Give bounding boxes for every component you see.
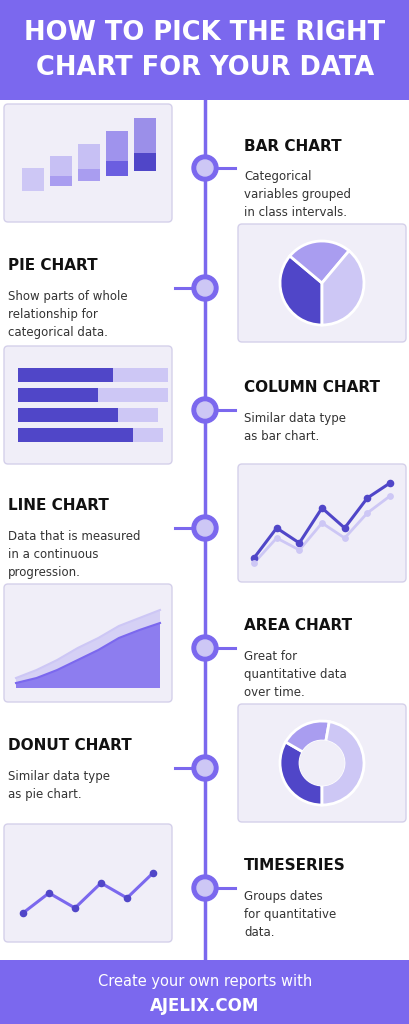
Text: Similar data type
as bar chart.: Similar data type as bar chart. (243, 412, 345, 443)
Bar (50, 156, 72, 176)
Point (363, 489, 370, 506)
Point (295, 542, 302, 558)
FancyBboxPatch shape (237, 705, 405, 822)
Circle shape (191, 635, 218, 662)
Bar (118, 408, 157, 422)
Bar (18, 368, 113, 382)
Circle shape (196, 760, 213, 776)
Point (97, 874, 104, 891)
Wedge shape (289, 241, 348, 283)
FancyBboxPatch shape (237, 464, 405, 582)
Text: Data that is measured
in a continuous
progression.: Data that is measured in a continuous pr… (8, 530, 140, 579)
Point (46, 885, 52, 901)
Text: BAR CHART: BAR CHART (243, 138, 341, 154)
Text: Similar data type
as pie chart.: Similar data type as pie chart. (8, 770, 110, 801)
Circle shape (299, 741, 343, 785)
Circle shape (191, 275, 218, 301)
Bar (18, 428, 133, 442)
FancyBboxPatch shape (4, 584, 172, 702)
Text: LINE CHART: LINE CHART (8, 499, 109, 513)
Circle shape (196, 280, 213, 296)
Wedge shape (279, 742, 321, 805)
Point (124, 890, 130, 906)
FancyBboxPatch shape (4, 104, 172, 222)
Text: Groups dates
for quantitative
data.: Groups dates for quantitative data. (243, 890, 335, 939)
Point (318, 515, 324, 531)
Text: CHART FOR YOUR DATA: CHART FOR YOUR DATA (36, 55, 373, 81)
Point (250, 550, 257, 566)
Text: DONUT CHART: DONUT CHART (8, 738, 131, 754)
Bar (134, 118, 155, 154)
Circle shape (196, 640, 213, 656)
Bar (78, 144, 100, 169)
Point (273, 520, 279, 537)
Bar (22, 168, 44, 183)
Bar (50, 156, 72, 186)
Point (20, 905, 26, 922)
Point (72, 900, 78, 916)
Circle shape (196, 402, 213, 418)
Point (386, 475, 392, 492)
Text: Create your own reports with: Create your own reports with (98, 975, 311, 989)
Text: AJELIX.COM: AJELIX.COM (150, 997, 259, 1015)
Circle shape (196, 160, 213, 176)
Wedge shape (321, 251, 363, 325)
Bar (133, 428, 163, 442)
Circle shape (191, 515, 218, 541)
Bar (98, 388, 168, 402)
Bar (106, 131, 128, 161)
Point (363, 505, 370, 521)
FancyBboxPatch shape (237, 224, 405, 342)
Point (386, 487, 392, 504)
Bar (78, 144, 100, 181)
Text: Great for
quantitative data
over time.: Great for quantitative data over time. (243, 650, 346, 699)
Circle shape (191, 874, 218, 901)
Point (295, 535, 302, 551)
Wedge shape (285, 721, 328, 752)
Text: AREA CHART: AREA CHART (243, 618, 351, 634)
FancyBboxPatch shape (4, 824, 172, 942)
Circle shape (196, 520, 213, 536)
Text: COLUMN CHART: COLUMN CHART (243, 381, 379, 395)
Point (318, 500, 324, 516)
Text: HOW TO PICK THE RIGHT: HOW TO PICK THE RIGHT (25, 20, 384, 46)
Text: Show parts of whole
relationship for
categorical data.: Show parts of whole relationship for cat… (8, 290, 127, 339)
Bar (134, 118, 155, 171)
Bar (0, 0, 409, 100)
Bar (18, 408, 118, 422)
Text: TIMESERIES: TIMESERIES (243, 858, 345, 873)
Bar (18, 388, 98, 402)
Bar (113, 368, 168, 382)
FancyBboxPatch shape (4, 346, 172, 464)
Point (341, 520, 347, 537)
Point (250, 555, 257, 571)
Bar (106, 131, 128, 176)
Point (273, 529, 279, 546)
Circle shape (191, 155, 218, 181)
Bar (22, 168, 44, 190)
Circle shape (196, 880, 213, 896)
Wedge shape (279, 256, 321, 325)
Text: PIE CHART: PIE CHART (8, 258, 97, 273)
Circle shape (191, 755, 218, 781)
Point (341, 529, 347, 546)
Point (149, 865, 156, 882)
Circle shape (191, 397, 218, 423)
Bar (0, 959, 409, 1024)
Wedge shape (321, 722, 363, 805)
Text: Categorical
variables grouped
in class intervals.: Categorical variables grouped in class i… (243, 170, 350, 219)
